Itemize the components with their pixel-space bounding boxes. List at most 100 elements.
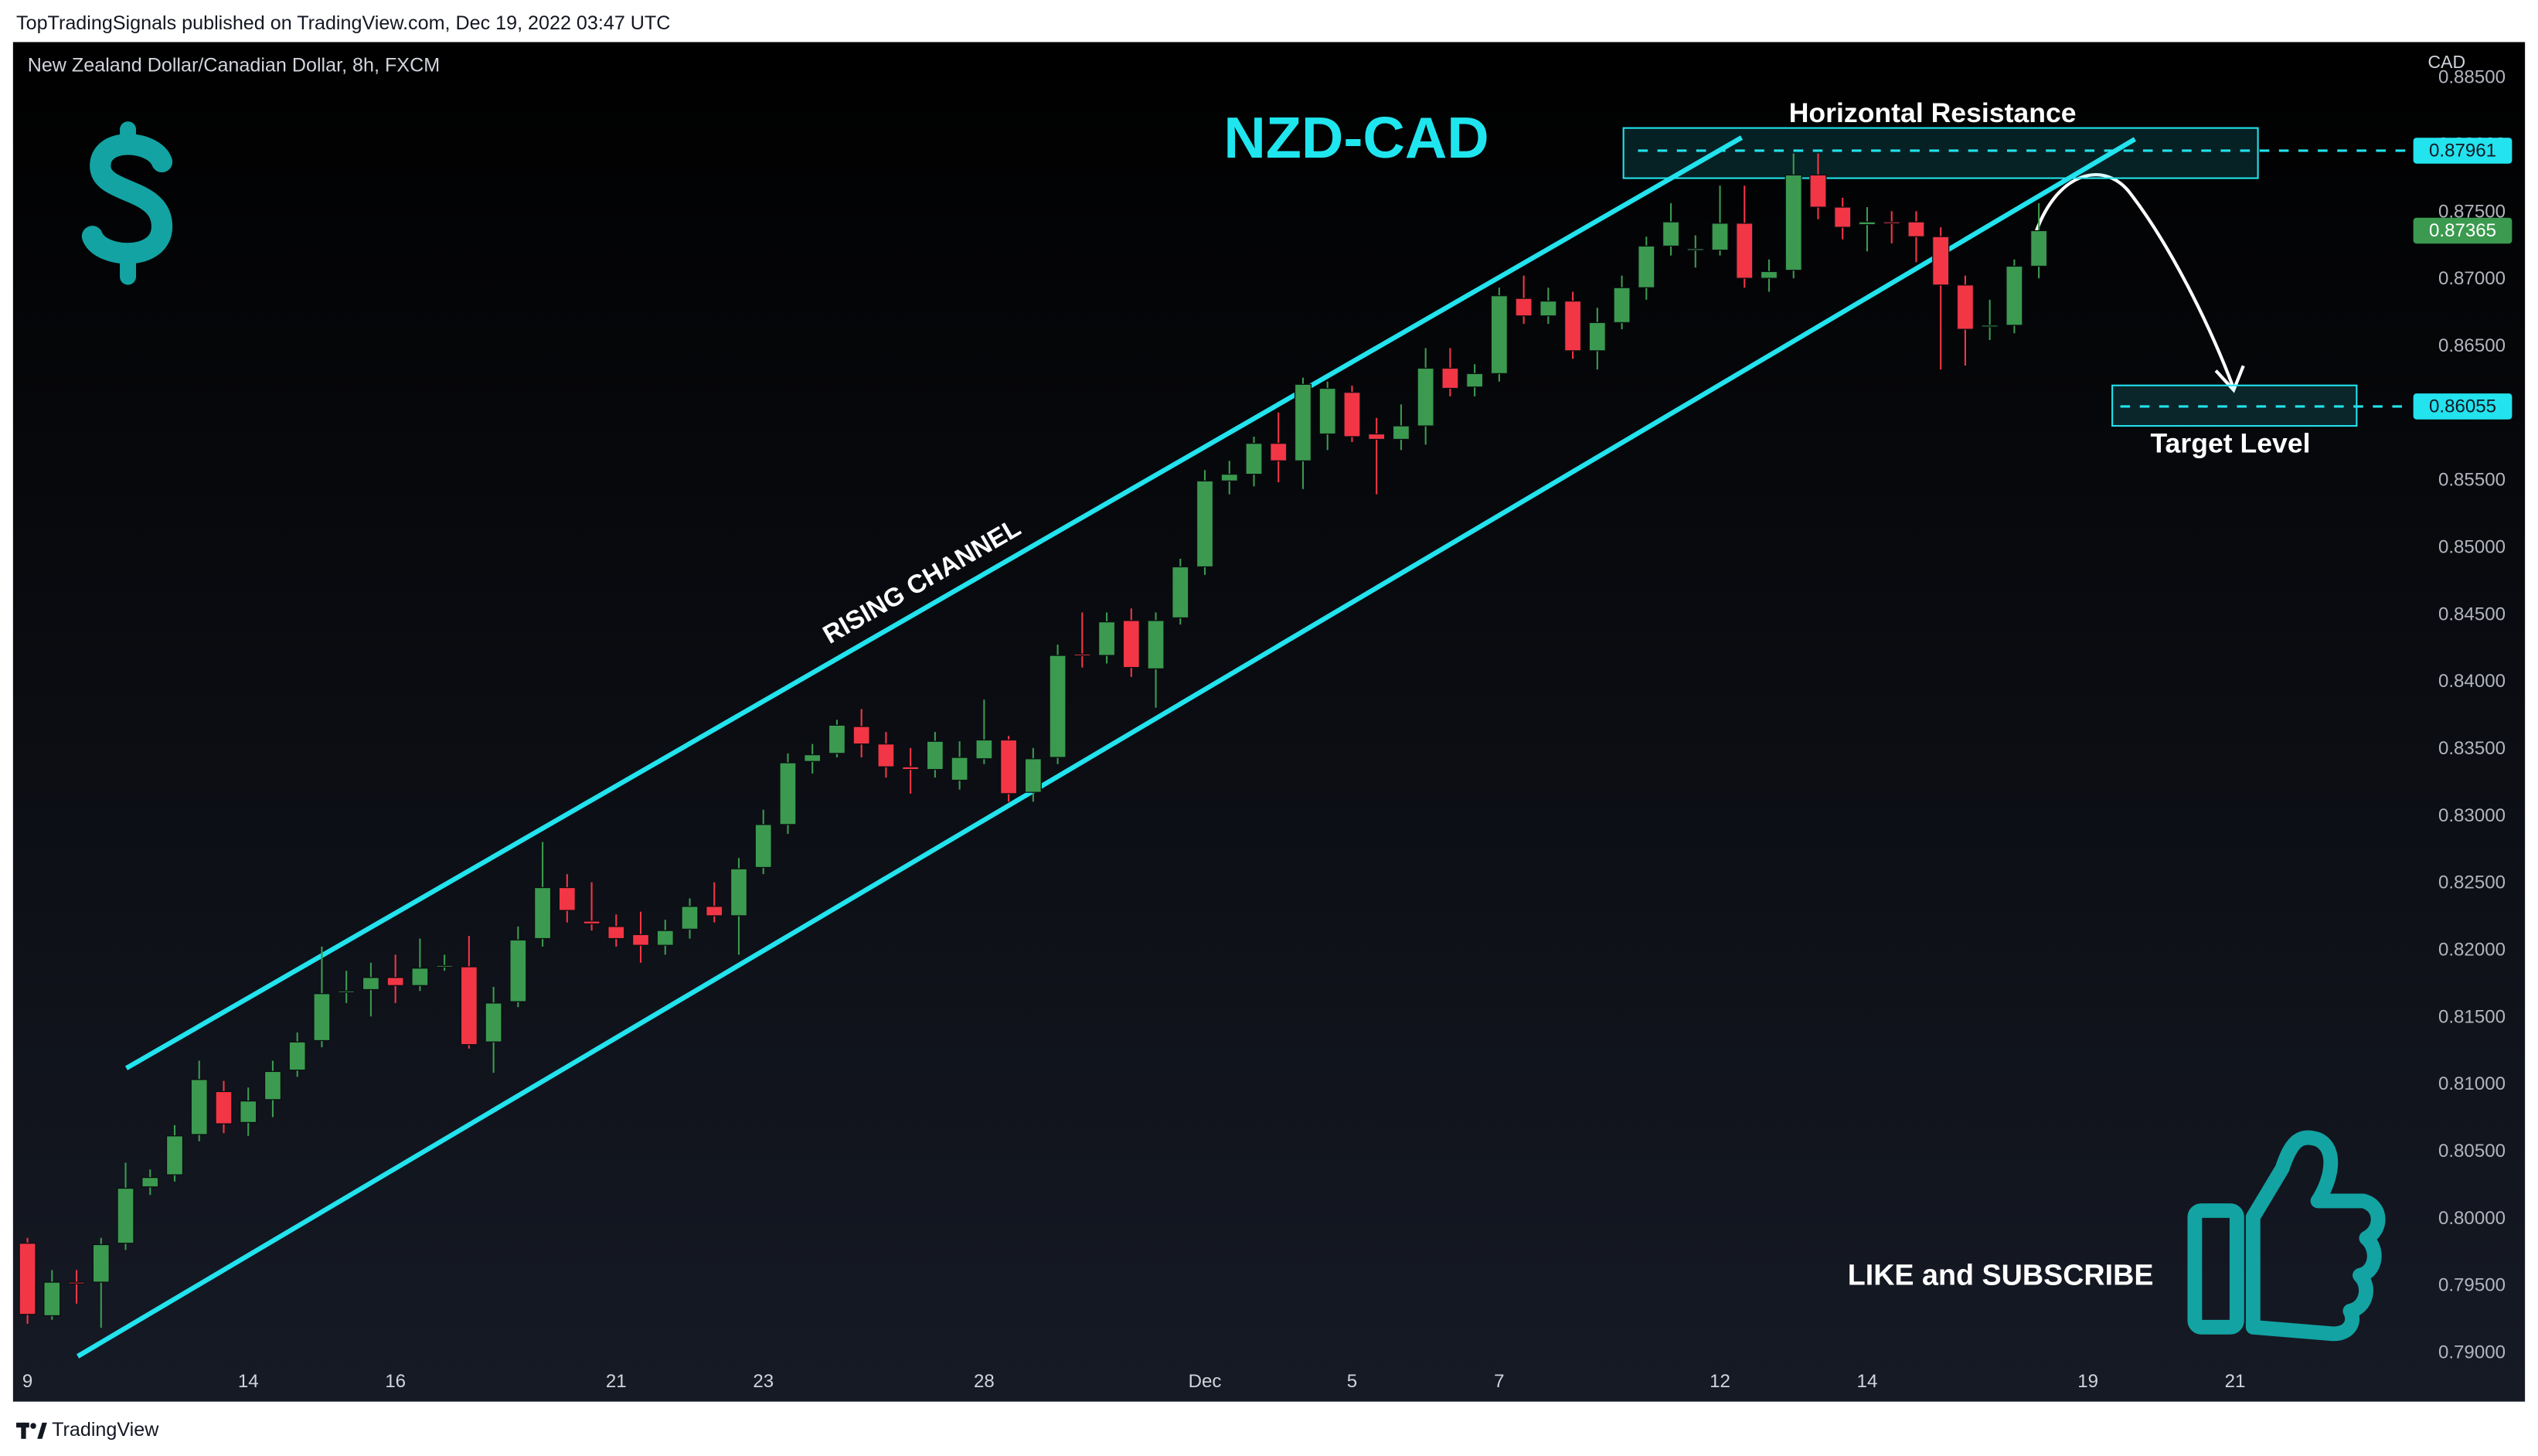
candle-body <box>43 1281 61 1317</box>
candle-body <box>1270 443 1288 461</box>
candle-body <box>1024 758 1042 793</box>
x-tick-label: 9 <box>22 1371 32 1392</box>
price-tag-label: 0.87365 <box>2429 220 2496 241</box>
y-tick-label: 0.80500 <box>2438 1141 2506 1162</box>
candle-body <box>1686 248 1704 251</box>
candle-body <box>1662 221 1680 247</box>
price-tag <box>2413 393 2512 420</box>
candle-body <box>804 754 822 762</box>
candle-body <box>1613 287 1631 324</box>
candle-body <box>190 1079 208 1135</box>
candle-body <box>1392 425 1410 441</box>
y-tick-label: 0.81000 <box>2438 1073 2506 1094</box>
x-tick-label: 23 <box>753 1371 774 1392</box>
price-tag-label: 0.87961 <box>2429 140 2496 161</box>
forecast-arrow <box>2034 173 2245 393</box>
candle-body <box>1417 367 1434 427</box>
candle-body <box>2006 265 2023 326</box>
y-tick-label: 0.79000 <box>2438 1342 2506 1362</box>
candle-body <box>656 930 674 946</box>
candle-body <box>1000 739 1018 794</box>
candle-body <box>288 1041 306 1071</box>
price-tag <box>2413 217 2512 244</box>
candle-body <box>1784 174 1802 271</box>
dollar-icon <box>81 121 173 285</box>
x-tick-label: 19 <box>2077 1371 2098 1392</box>
candle-body <box>1343 392 1361 437</box>
thumbs-up-icon <box>2187 1130 2386 1342</box>
candle-body <box>386 977 404 986</box>
candle-body <box>1073 653 1091 657</box>
currency-label: CAD <box>2427 52 2465 72</box>
candle-body <box>1122 620 1140 668</box>
candle-body <box>362 977 380 991</box>
candle-body <box>1809 174 1827 208</box>
candle-body <box>852 726 870 745</box>
candle-body <box>1097 621 1116 656</box>
footer-brand: TradingView <box>52 1419 159 1441</box>
candle-body <box>1318 387 1336 435</box>
published-line: TopTradingSignals published on TradingVi… <box>16 12 670 34</box>
y-tick-label: 0.84000 <box>2438 671 2506 692</box>
x-tick-label: 14 <box>238 1371 259 1392</box>
y-tick-label: 0.88500 <box>2438 67 2506 88</box>
candle-body <box>1638 245 1655 288</box>
candle-body <box>1588 321 1606 352</box>
y-tick-label: 0.82500 <box>2438 873 2506 893</box>
chart-title: NZD-CAD <box>1223 105 1488 170</box>
candle-body <box>1883 221 1900 224</box>
candle-body <box>607 926 625 940</box>
candle-body <box>1563 300 1582 352</box>
candle-body <box>411 968 429 986</box>
symbol-line: New Zealand Dollar/Canadian Dollar, 8h, … <box>28 55 440 77</box>
y-tick-label: 0.85500 <box>2438 470 2506 491</box>
candle-body <box>1049 655 1067 758</box>
candle-body <box>1932 236 1950 286</box>
resistance-label: Horizontal Resistance <box>1789 97 2077 128</box>
candle-body <box>92 1243 110 1283</box>
candle-body <box>509 939 527 1002</box>
y-tick-label: 0.81500 <box>2438 1006 2506 1027</box>
y-tick-label: 0.83500 <box>2438 738 2506 759</box>
y-tick-label: 0.80000 <box>2438 1208 2506 1229</box>
y-tick-label: 0.82000 <box>2438 939 2506 960</box>
candle-body <box>1466 373 1484 388</box>
candle-body <box>67 1281 86 1284</box>
candle-body <box>1245 443 1263 475</box>
price-tag <box>2413 138 2512 164</box>
candle-body <box>533 886 552 940</box>
y-tick-label: 0.86500 <box>2438 335 2506 356</box>
candle-body <box>902 766 920 771</box>
candle-body <box>583 920 600 925</box>
x-tick-label: 7 <box>1494 1371 1504 1392</box>
x-tick-label: 28 <box>974 1371 995 1392</box>
channel-lower <box>77 137 2137 1359</box>
x-tick-label: 21 <box>2225 1371 2246 1392</box>
candle-body <box>264 1070 282 1101</box>
candle-body <box>141 1176 159 1188</box>
candle-body <box>117 1187 134 1244</box>
candle-body <box>1515 298 1533 317</box>
candle-body <box>1956 284 1975 330</box>
candle-body <box>1539 300 1557 317</box>
y-tick-label: 0.84500 <box>2438 604 2506 624</box>
y-tick-label: 0.87000 <box>2438 268 2506 289</box>
candle-body <box>460 966 478 1046</box>
candle-body <box>1760 270 1778 279</box>
candle-body <box>631 934 650 946</box>
candle-body <box>338 990 356 993</box>
candle-body <box>828 724 846 754</box>
candle-body <box>951 757 968 781</box>
candle-body <box>1490 295 1508 375</box>
x-tick-label: Dec <box>1189 1371 1222 1392</box>
candle-body <box>779 762 797 825</box>
candle-body <box>1981 325 1999 328</box>
tradingview-logo <box>16 1422 47 1439</box>
candle-body <box>1172 566 1189 619</box>
candle-body <box>19 1243 36 1315</box>
candle-body <box>706 906 723 917</box>
target-label: Target Level <box>2150 427 2310 458</box>
candle-body <box>681 906 699 930</box>
